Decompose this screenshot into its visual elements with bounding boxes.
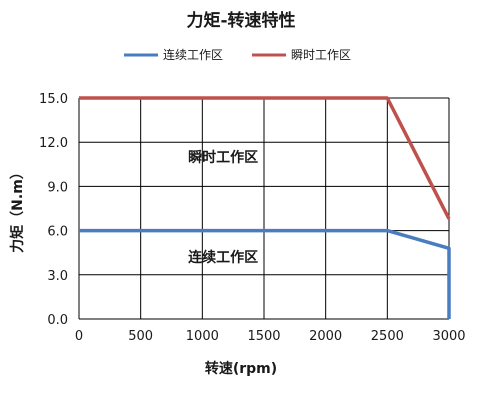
series-line-instant <box>79 96 451 220</box>
x-axis-label: 转速(rpm) <box>205 360 277 377</box>
x-tick-label: 2000 <box>309 329 342 344</box>
y-tick-label: 9.0 <box>47 180 68 195</box>
y-tick-label: 3.0 <box>47 269 68 284</box>
y-tick-labels: 0.0 3.0 6.0 9.0 12.0 15.0 <box>39 92 68 328</box>
annotation-instant-zone: 瞬时工作区 <box>188 149 258 166</box>
legend-label-continuous: 连续工作区 <box>163 47 223 62</box>
x-tick-label: 0 <box>75 329 83 344</box>
grid <box>78 97 450 320</box>
x-tick-label: 2500 <box>371 329 404 344</box>
series-line-continuous <box>79 228 451 319</box>
x-tick-label: 500 <box>128 329 153 344</box>
x-tick-label: 1500 <box>247 329 280 344</box>
y-axis-label: 力矩（N.m） <box>9 165 26 253</box>
x-tick-labels: 0 500 1000 1500 2000 2500 3000 <box>75 329 466 344</box>
legend: 连续工作区 瞬时工作区 <box>124 47 351 62</box>
y-tick-label: 15.0 <box>39 92 68 107</box>
chart-title: 力矩-转速特性 <box>186 10 295 31</box>
y-tick-label: 0.0 <box>47 313 68 328</box>
y-tick-label: 12.0 <box>39 136 68 151</box>
y-tick-label: 6.0 <box>47 225 68 240</box>
x-tick-label: 3000 <box>432 329 465 344</box>
annotation-continuous-zone: 连续工作区 <box>188 249 258 266</box>
legend-label-instant: 瞬时工作区 <box>291 48 351 62</box>
x-tick-label: 1000 <box>186 329 219 344</box>
